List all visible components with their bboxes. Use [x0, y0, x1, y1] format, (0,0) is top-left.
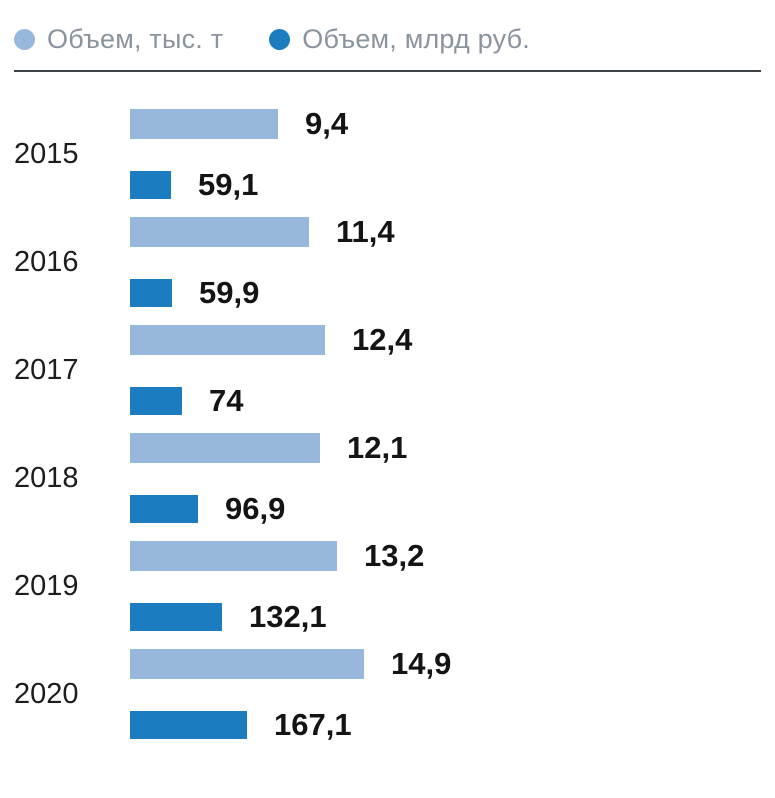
- bar-line: 9,4: [130, 106, 775, 142]
- bar-value-label: 9,4: [305, 105, 349, 141]
- bar-tonnes: [130, 324, 325, 355]
- bar-tonnes: [130, 108, 278, 139]
- bar-line: 12,4: [130, 322, 775, 358]
- year-label: 2016: [14, 245, 79, 278]
- year-label: 2018: [14, 461, 79, 494]
- legend-item-rubles: Объем, млрд руб.: [269, 24, 530, 55]
- bars-group: 11,4 59,9: [130, 214, 775, 311]
- bar-value-label: 96,9: [225, 490, 286, 526]
- bars-group: 13,2 132,1: [130, 538, 775, 635]
- chart-row-2016: 2016 11,4 59,9: [0, 208, 775, 316]
- bar-line: 167,1: [130, 707, 775, 743]
- bar-tonnes: [130, 540, 337, 571]
- bar-line: 13,2: [130, 538, 775, 574]
- bar-value-label: 12,4: [352, 321, 413, 357]
- legend-divider: [14, 70, 761, 72]
- bar-line: 59,9: [130, 275, 775, 311]
- bar-value-label: 59,9: [199, 274, 260, 310]
- bar-rubles: [130, 602, 222, 631]
- chart-row-2017: 2017 12,4 74: [0, 316, 775, 424]
- chart-row-2019: 2019 13,2 132,1: [0, 532, 775, 640]
- legend-dot-rubles-icon: [269, 28, 291, 50]
- bar-line: 11,4: [130, 214, 775, 250]
- bar-rubles: [130, 710, 247, 739]
- bar-value-label: 59,1: [198, 166, 259, 202]
- chart-row-2018: 2018 12,1 96,9: [0, 424, 775, 532]
- year-label: 2020: [14, 677, 79, 710]
- bar-value-label: 167,1: [274, 706, 352, 742]
- legend-label-rubles: Объем, млрд руб.: [302, 23, 530, 54]
- legend-label-tonnes: Объем, тыс. т: [47, 23, 224, 54]
- bars-group: 9,4 59,1: [130, 106, 775, 203]
- bar-rubles: [130, 278, 172, 307]
- year-label: 2015: [14, 137, 79, 170]
- bar-line: 12,1: [130, 430, 775, 466]
- chart-row-2015: 2015 9,4 59,1: [0, 100, 775, 208]
- bar-value-label: 12,1: [347, 429, 408, 465]
- bar-line: 96,9: [130, 491, 775, 527]
- chart-plot-area: 2015 9,4 59,1 2016 11,4 59,9 2017 12,4 74 2018 12,…: [0, 72, 775, 748]
- year-label: 2017: [14, 353, 79, 386]
- chart-row-2020: 2020 14,9 167,1: [0, 640, 775, 748]
- legend-item-tonnes: Объем, тыс. т: [14, 24, 223, 55]
- legend-dot-tonnes-icon: [14, 28, 35, 50]
- bars-group: 12,1 96,9: [130, 430, 775, 527]
- bar-line: 74: [130, 383, 775, 419]
- bars-group: 14,9 167,1: [130, 646, 775, 743]
- bar-tonnes: [130, 432, 320, 463]
- bar-rubles: [130, 494, 198, 523]
- bar-rubles: [130, 386, 182, 415]
- bars-group: 12,4 74: [130, 322, 775, 419]
- bar-line: 132,1: [130, 599, 775, 635]
- bar-line: 14,9: [130, 646, 775, 682]
- bar-line: 59,1: [130, 167, 775, 203]
- bar-value-label: 13,2: [364, 537, 425, 573]
- bar-tonnes: [130, 216, 309, 247]
- bar-value-label: 11,4: [336, 213, 395, 249]
- bar-tonnes: [130, 648, 364, 679]
- year-label: 2019: [14, 569, 79, 602]
- bar-value-label: 14,9: [391, 645, 452, 681]
- bar-rubles: [130, 170, 171, 199]
- bar-value-label: 74: [209, 382, 244, 418]
- chart-legend: Объем, тыс. т Объем, млрд руб.: [0, 0, 775, 60]
- bar-value-label: 132,1: [249, 598, 327, 634]
